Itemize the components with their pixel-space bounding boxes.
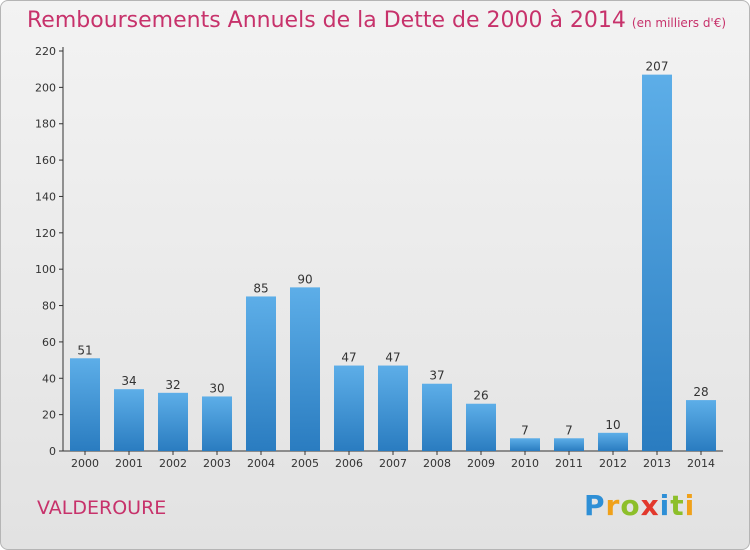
bars <box>70 74 716 452</box>
logo-letter-5: t <box>670 489 685 522</box>
bar-value-label: 47 <box>385 351 400 365</box>
x-tick-label: 2009 <box>467 457 495 470</box>
y-tick-label: 20 <box>42 409 56 422</box>
y-tick-label: 140 <box>35 190 56 203</box>
bar <box>334 365 364 451</box>
y-tick-label: 200 <box>35 81 56 94</box>
logo-letter-0: P <box>584 489 606 522</box>
bar-value-label: 30 <box>209 381 224 395</box>
bar <box>70 358 100 451</box>
bar <box>158 392 188 451</box>
y-tick-label: 180 <box>35 118 56 131</box>
x-tick-label: 2012 <box>599 457 627 470</box>
bar <box>422 383 452 451</box>
bar-value-label: 90 <box>297 272 312 286</box>
bar <box>466 403 496 451</box>
logo-letter-6: i <box>684 489 696 522</box>
x-tick-label: 2006 <box>335 457 363 470</box>
bar-value-label: 207 <box>646 60 669 74</box>
x-tick-label: 2010 <box>511 457 539 470</box>
chart-title: Remboursements Annuels de la Dette de 20… <box>27 8 726 33</box>
x-tick-label: 2002 <box>159 457 187 470</box>
x-tick-label: 2003 <box>203 457 231 470</box>
bar <box>554 438 584 451</box>
y-tick-label: 40 <box>42 372 56 385</box>
bar-value-label: 32 <box>165 378 180 392</box>
bar <box>290 287 320 451</box>
x-tick-label: 2014 <box>687 457 715 470</box>
bar-value-label: 28 <box>693 385 708 399</box>
y-tick-label: 100 <box>35 263 56 276</box>
bar-value-label: 7 <box>521 423 529 437</box>
x-tick-label: 2004 <box>247 457 275 470</box>
chart-unit: (en milliers d'€) <box>631 16 727 30</box>
y-tick-label: 220 <box>35 45 56 58</box>
proxiti-logo[interactable]: Proxiti <box>584 489 695 522</box>
data-labels: 51 34 32 30 85 90 47 47 37 26 7 7 10 207 28 <box>77 60 708 438</box>
y-tick-label: 160 <box>35 154 56 167</box>
y-tick-label: 80 <box>42 300 56 313</box>
bar-value-label: 37 <box>429 369 444 383</box>
x-tick-label: 2011 <box>555 457 583 470</box>
bar <box>686 400 716 451</box>
bar-value-label: 47 <box>341 351 356 365</box>
bar <box>246 296 276 451</box>
y-tick-label: 0 <box>49 445 56 458</box>
x-tick-label: 2007 <box>379 457 407 470</box>
bar <box>642 74 672 452</box>
bar-value-label: 10 <box>605 418 620 432</box>
logo-letter-1: r <box>605 489 621 522</box>
bar-value-label: 51 <box>77 343 92 357</box>
x-tick-label: 2013 <box>643 457 671 470</box>
y-tick-label: 60 <box>42 336 56 349</box>
logo-letter-2: o <box>620 489 641 522</box>
bar-value-label: 34 <box>121 374 136 388</box>
chart-title-text: Remboursements Annuels de la Dette de 20… <box>27 8 626 33</box>
x-tick-label: 2000 <box>71 457 99 470</box>
x-tick-label: 2008 <box>423 457 451 470</box>
x-tick-label: 2001 <box>115 457 143 470</box>
bar <box>510 438 540 451</box>
y-tick-label: 120 <box>35 227 56 240</box>
bar <box>202 396 232 451</box>
bar <box>114 389 144 451</box>
bar-value-label: 26 <box>473 389 488 403</box>
commune-name: VALDEROURE <box>37 497 167 519</box>
logo-letter-4: i <box>659 489 671 522</box>
x-tick-label: 2005 <box>291 457 319 470</box>
logo-letter-3: x <box>640 489 660 522</box>
bar <box>378 365 408 451</box>
axes: 0 20 40 60 80 100 120 140 160 180 200 220 2000 2001 20… <box>35 45 723 470</box>
bar <box>598 432 628 451</box>
bar-value-label: 85 <box>253 281 268 295</box>
bar-value-label: 7 <box>565 423 573 437</box>
